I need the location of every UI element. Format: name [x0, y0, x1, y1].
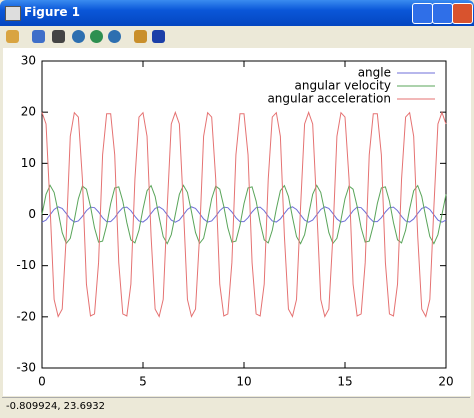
window-title: Figure 1: [24, 5, 81, 19]
zoom-next-button[interactable]: [90, 30, 103, 43]
title-bar: Figure 1: [0, 0, 474, 26]
y-tick-label: -30: [16, 361, 36, 375]
x-tick-label: 10: [236, 375, 251, 389]
y-tick-label: 30: [21, 54, 36, 68]
legend-label: angle: [358, 66, 391, 80]
series-line: [41, 110, 447, 318]
y-tick-label: 0: [28, 207, 36, 221]
maximize-button[interactable]: [432, 3, 453, 24]
x-tick-label: 5: [139, 375, 147, 389]
series-line: [41, 206, 447, 223]
export-button[interactable]: [6, 30, 19, 43]
close-button[interactable]: [452, 3, 473, 24]
status-bar: -0.809924, 23.6932: [2, 397, 470, 416]
replot-button[interactable]: [32, 30, 45, 43]
legend-label: angular acceleration: [267, 92, 391, 106]
minimize-button[interactable]: [412, 3, 433, 24]
x-tick-label: 0: [38, 375, 46, 389]
unzoom-button[interactable]: [108, 30, 121, 43]
y-tick-label: -20: [16, 309, 36, 323]
y-tick-label: -10: [16, 258, 36, 272]
series-line: [41, 184, 447, 245]
x-tick-label: 15: [337, 375, 352, 389]
x-tick-label: 20: [438, 375, 453, 389]
help-button[interactable]: [152, 30, 165, 43]
grid-button[interactable]: [52, 30, 65, 43]
app-icon: [5, 6, 21, 21]
zoom-prev-button[interactable]: [72, 30, 85, 43]
status-text: -0.809924, 23.6932: [6, 401, 106, 412]
legend-label: angular velocity: [294, 79, 391, 93]
plot-background: [3, 48, 471, 396]
options-button[interactable]: [134, 30, 147, 43]
toolbar: [0, 26, 474, 48]
y-tick-label: 10: [21, 156, 36, 170]
y-tick-label: 20: [21, 105, 36, 119]
